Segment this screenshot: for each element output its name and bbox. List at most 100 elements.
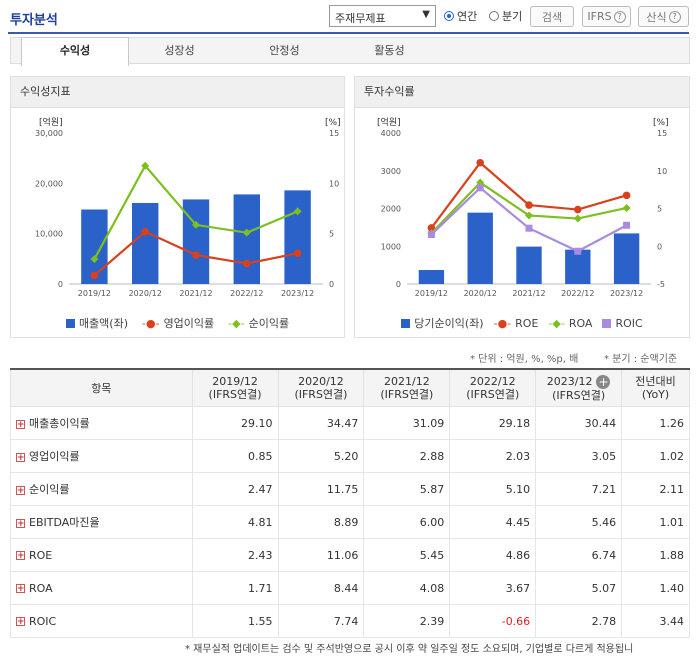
tab-stability[interactable]: 안정성	[269, 44, 300, 57]
row-label: EBITDA마진율	[29, 516, 100, 529]
left-tick-label: 3000	[381, 167, 401, 176]
legend-swatch	[602, 318, 612, 328]
column-header-period: 2021/12 (IFRS연결)	[363, 368, 451, 407]
legend-item: ROIC	[602, 315, 643, 331]
legend-label: 영업이익률	[163, 317, 215, 330]
tab-activity[interactable]: 활동성	[374, 44, 405, 57]
value-cell: 1.71	[191, 571, 279, 605]
left-tick-label: 20,000	[35, 179, 63, 188]
table-row: + ROIC 1.55 7.74 2.39 -0.66 2.78 3.44	[10, 604, 690, 638]
value-cell: 3.67	[449, 571, 537, 605]
right-tick-label: 0	[329, 280, 334, 289]
right-tick-label: 10	[329, 179, 339, 188]
expand-row-icon[interactable]: +	[16, 584, 25, 594]
expand-row-icon[interactable]: +	[16, 617, 25, 627]
chevron-down-icon: ▼	[422, 9, 430, 20]
expand-row-icon[interactable]: +	[16, 452, 25, 463]
table-row: + 순이익률 2.47 11.75 5.87 5.10 7.21 2.11	[10, 472, 690, 506]
value-cell: 7.21	[535, 472, 623, 506]
right-tick-label: 0	[657, 242, 662, 251]
value-cell: 11.75	[277, 472, 365, 506]
left-tick-label: 1000	[381, 242, 401, 251]
quarter-note: * 분기 : 순액기준	[604, 354, 678, 365]
yoy-cell: 1.01	[621, 505, 690, 539]
radio-annual[interactable]: 연간	[444, 8, 477, 24]
tab-growth[interactable]: 성장성	[164, 44, 195, 57]
left-tick-label: 10,000	[35, 230, 63, 239]
period-label: 2019/12	[212, 375, 258, 388]
right-tick-label: 5	[329, 230, 334, 239]
ifrs-button[interactable]: IFRS ?	[582, 6, 631, 27]
right-axis-unit: [%]	[653, 118, 669, 128]
series-point	[623, 221, 631, 229]
legend-label: 순이익률	[248, 317, 290, 330]
bar	[233, 194, 261, 284]
right-axis-unit: [%]	[325, 118, 341, 128]
value-cell: 29.18	[449, 406, 537, 440]
profitability-chart-panel: 수익성지표 [억원] [%] 0 10,000 20,000 30,000 0 5 10 15 20…	[10, 76, 345, 338]
value-cell: 5.07	[535, 571, 623, 605]
radio-quarter-icon	[489, 11, 499, 21]
expand-row-icon[interactable]: +	[16, 551, 25, 561]
legend-item: -◆- ROA	[548, 315, 592, 331]
row-label-cell[interactable]: + 영업이익률	[10, 439, 193, 473]
formula-button[interactable]: 산식 ?	[638, 6, 689, 27]
series-point	[525, 224, 533, 232]
x-tick-label: 2019/12	[78, 289, 111, 298]
series-point	[476, 184, 484, 192]
radio-annual-label: 연간	[457, 10, 478, 23]
column-header-period: 2023/12 + (IFRS연결)	[535, 368, 623, 407]
left-tick-label: 2000	[381, 205, 401, 214]
x-tick-label: 2019/12	[415, 289, 448, 298]
x-tick-label: 2020/12	[464, 289, 497, 298]
value-cell: 8.89	[277, 505, 365, 539]
row-label-cell[interactable]: + EBITDA마진율	[10, 505, 193, 539]
expand-row-icon[interactable]: +	[16, 419, 25, 430]
bar	[418, 270, 445, 284]
legend-swatch: -●-	[493, 316, 512, 330]
row-label-cell[interactable]: + ROE	[10, 538, 193, 572]
expand-row-icon[interactable]: +	[16, 518, 25, 529]
tab-profitability[interactable]: 수익성	[21, 37, 129, 66]
yoy-cell: 1.88	[621, 538, 690, 572]
column-header-item: 항목	[10, 368, 193, 407]
search-button[interactable]: 검색	[530, 6, 574, 27]
yoy-cell: 1.40	[621, 571, 690, 605]
expand-columns-icon[interactable]: +	[596, 374, 611, 389]
right-tick-label: 5	[657, 205, 662, 214]
legend-label: 당기순이익(좌)	[414, 317, 484, 330]
x-tick-label: 2020/12	[129, 289, 162, 298]
expand-row-icon[interactable]: +	[16, 485, 25, 496]
bar	[565, 249, 591, 284]
help-icon: ?	[613, 10, 626, 23]
left-axis-unit: [억원]	[377, 116, 401, 128]
statement-type-select[interactable]: 주재무제표 ▼	[329, 5, 436, 27]
legend-label: ROA	[568, 316, 593, 330]
series-point	[192, 251, 200, 259]
bar	[613, 233, 640, 284]
value-cell: 2.03	[449, 439, 537, 473]
investment-return-chart: [억원] [%] 0 1000 2000 3000 4000 -5 0 5 10 15 2019/12 2…	[377, 116, 669, 298]
row-label-cell[interactable]: + ROIC	[10, 604, 193, 638]
row-label-cell[interactable]: + 매출총이익률	[10, 406, 193, 440]
value-cell: 2.88	[363, 439, 451, 473]
x-tick-label: 2021/12	[179, 289, 212, 298]
legend-label: ROE	[515, 316, 539, 330]
value-cell: 7.74	[277, 604, 365, 638]
value-cell: 4.45	[449, 505, 537, 539]
page-title: 투자분석	[10, 13, 58, 28]
series-point	[141, 227, 149, 236]
series-point	[293, 249, 302, 258]
row-label-cell[interactable]: + 순이익률	[10, 472, 193, 506]
radio-quarter[interactable]: 분기	[489, 8, 522, 24]
legend-swatch: -◆-	[548, 316, 565, 330]
value-cell: 31.09	[363, 406, 451, 440]
legend-swatch: -◆-	[228, 316, 245, 330]
period-label: 2022/12	[469, 375, 516, 388]
investment-return-chart-panel: 투자수익률 [억원] [%] 0 1000 2000 3000 4000 -5 0 5 10 15 20…	[354, 76, 690, 338]
left-tick-label: 30,000	[35, 129, 63, 138]
series-point	[242, 228, 251, 237]
value-cell: 2.39	[363, 604, 451, 638]
row-label-cell[interactable]: + ROA	[10, 571, 193, 605]
bar	[516, 246, 542, 284]
